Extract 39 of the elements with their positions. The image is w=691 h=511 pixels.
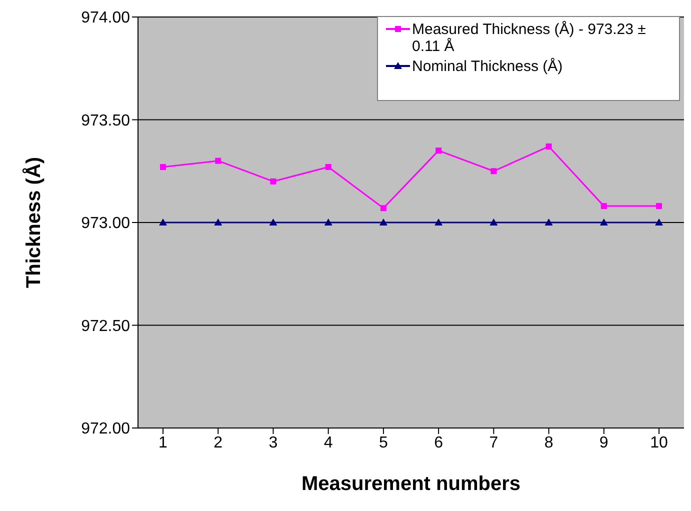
x-tick-label: 5: [378, 434, 388, 452]
point: [600, 203, 607, 210]
point: [214, 218, 222, 226]
x-tick-label: 1: [158, 434, 168, 452]
point: [159, 218, 167, 226]
y-tick-label: 974.00: [81, 10, 130, 27]
y-axis-title: Thickness (Å): [22, 156, 46, 288]
point: [544, 218, 553, 226]
point: [490, 168, 497, 174]
point: [160, 164, 166, 170]
x-tick-label: 7: [489, 434, 498, 452]
x-axis-title: Measurement numbers: [302, 473, 520, 495]
point: [215, 158, 222, 164]
point: [656, 203, 662, 210]
point: [546, 143, 552, 150]
x-tick-label: 9: [599, 434, 608, 452]
point: [379, 218, 388, 226]
point: [325, 164, 332, 170]
point: [270, 178, 276, 184]
x-tick-label: 3: [268, 434, 278, 452]
y-tick-label: 972.50: [81, 318, 130, 335]
point: [380, 205, 386, 212]
y-tick-label: 973.00: [81, 215, 130, 232]
point: [655, 218, 663, 226]
y-tick-label: 973.50: [81, 112, 130, 130]
point: [436, 148, 442, 154]
x-tick-label: 8: [544, 434, 554, 452]
x-tick-label: 6: [434, 434, 444, 452]
legend-label: Nominal Thickness (Å): [412, 58, 563, 75]
point: [434, 218, 443, 226]
x-tick-label: 4: [324, 434, 333, 452]
x-tick-label: 10: [650, 434, 668, 452]
x-tick-label: 2: [214, 434, 223, 452]
legend-label: Measured Thickness (Å) - 973.23 ± 0.11 Å: [412, 21, 647, 55]
point: [600, 218, 608, 226]
point: [269, 218, 278, 226]
point: [324, 218, 332, 226]
point: [490, 218, 498, 226]
y-tick-label: 972.00: [81, 420, 130, 438]
